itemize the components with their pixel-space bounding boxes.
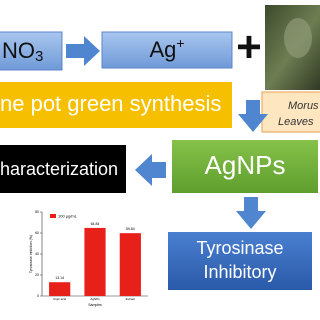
box-agnps: [172, 140, 318, 193]
box-no3: [0, 31, 63, 71]
bar: [84, 227, 106, 296]
y-axis-label: Tyrosinase inhibition (%): [29, 235, 33, 273]
box-synthesis: [0, 82, 232, 128]
y-tick-label: 80: [35, 210, 39, 214]
value-label: 59.84: [126, 227, 135, 231]
bar: [119, 233, 141, 296]
box-tyrosinase: [168, 232, 312, 290]
arrow: [238, 100, 268, 132]
inhibitory-label: Inhibitory: [203, 262, 276, 282]
leaf: [284, 18, 312, 58]
agnps-label: AgNPs: [205, 150, 286, 180]
arrow: [135, 154, 166, 186]
arrow: [236, 197, 266, 229]
tyrosinase-label: Tyrosinase: [196, 238, 283, 258]
no3-label: NO3: [2, 38, 43, 65]
y-tick-label: 60: [35, 231, 39, 235]
box-characterization: [0, 145, 126, 193]
x-axis-label: Samples: [88, 303, 102, 307]
x-tick-label: AgNPs: [90, 297, 100, 301]
x-tick-label: Extract: [126, 297, 136, 301]
box-ag: [101, 31, 233, 69]
y-tick-label: 20: [35, 273, 39, 277]
characterization-label: haracterization: [0, 159, 118, 179]
synthesis-label: ne pot green synthesis: [0, 91, 221, 116]
value-label: 13.14: [55, 276, 64, 280]
ag-label: Ag+: [149, 35, 184, 62]
y-tick-label: 0: [37, 294, 39, 298]
leaves-label: Leaves: [278, 116, 314, 128]
morus-label: Morus: [288, 100, 319, 112]
plus: +: [236, 23, 262, 72]
bar: [49, 282, 71, 296]
legend-swatch: [50, 214, 56, 218]
arrow: [66, 36, 100, 66]
x-tick-label: Kojic acid: [53, 297, 66, 301]
inset-chart: 0 20 40 60 80 Tyrosinase inhibition (%) Sample…: [29, 210, 148, 307]
legend-label: 100 µg/mL: [58, 214, 78, 219]
y-tick-label: 40: [35, 252, 39, 256]
box-morus: [261, 91, 320, 133]
value-label: 64.84: [91, 222, 100, 226]
